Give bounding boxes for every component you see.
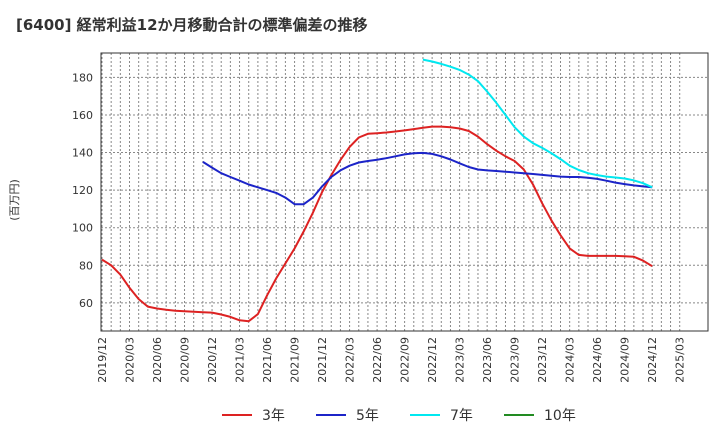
x-tick-label: 2024/03 xyxy=(564,337,577,383)
y-tick-label: 140 xyxy=(72,147,93,160)
legend-label-2: 5年 xyxy=(356,408,379,424)
x-tick-label: 2023/09 xyxy=(509,337,522,383)
x-tick-label: 2021/03 xyxy=(234,337,247,383)
chart-title: [6400] 経常利益12か月移動合計の標準偏差の推移 xyxy=(16,16,368,34)
series-line-2 xyxy=(202,151,653,206)
x-tick-label: 2023/12 xyxy=(536,337,549,383)
grid-lines xyxy=(101,53,708,331)
x-tick-label: 2024/06 xyxy=(591,337,604,383)
x-tick-label: 2020/09 xyxy=(179,337,192,383)
series-lines xyxy=(101,58,653,323)
x-axis-ticks: 2019/12 2020/03 2020/06 2020/09 2020/12 2021/… xyxy=(96,337,687,383)
x-tick-label: 2023/03 xyxy=(454,337,467,383)
plot-frame xyxy=(100,52,709,332)
y-tick-label: 100 xyxy=(72,222,93,235)
x-tick-label: 2021/09 xyxy=(289,337,302,383)
x-tick-label: 2024/12 xyxy=(646,337,659,383)
x-tick-label: 2020/06 xyxy=(151,337,164,383)
plot-background xyxy=(101,53,708,331)
y-axis-ticks: 60 80 100 120 140 160 180 xyxy=(72,71,93,309)
x-tick-label: 2024/09 xyxy=(619,337,632,383)
x-tick-label: 2020/03 xyxy=(124,337,137,383)
legend: 3年 5年 7年 10年 xyxy=(222,408,576,424)
series-line-3 xyxy=(422,58,653,189)
y-tick-label: 80 xyxy=(79,259,93,272)
x-tick-label: 2022/12 xyxy=(426,337,439,383)
x-tick-label: 2021/12 xyxy=(316,337,329,383)
legend-label-3: 7年 xyxy=(450,408,473,424)
x-tick-label: 2022/03 xyxy=(344,337,357,383)
x-tick-label: 2019/12 xyxy=(96,337,109,383)
x-tick-label: 2022/06 xyxy=(371,337,384,383)
y-tick-label: 60 xyxy=(79,297,93,310)
y-tick-label: 180 xyxy=(72,71,93,84)
legend-label-4: 10年 xyxy=(544,408,576,424)
x-tick-label: 2025/03 xyxy=(674,337,687,383)
x-tick-label: 2023/06 xyxy=(481,337,494,383)
x-tick-label: 2022/09 xyxy=(399,337,412,383)
y-tick-label: 120 xyxy=(72,184,93,197)
x-tick-label: 2020/12 xyxy=(206,337,219,383)
y-axis-label: (百万円) xyxy=(8,179,21,221)
y-tick-label: 160 xyxy=(72,109,93,122)
series-line-1 xyxy=(101,125,653,323)
legend-label-1: 3年 xyxy=(262,408,285,424)
x-tick-label: 2021/06 xyxy=(261,337,274,383)
